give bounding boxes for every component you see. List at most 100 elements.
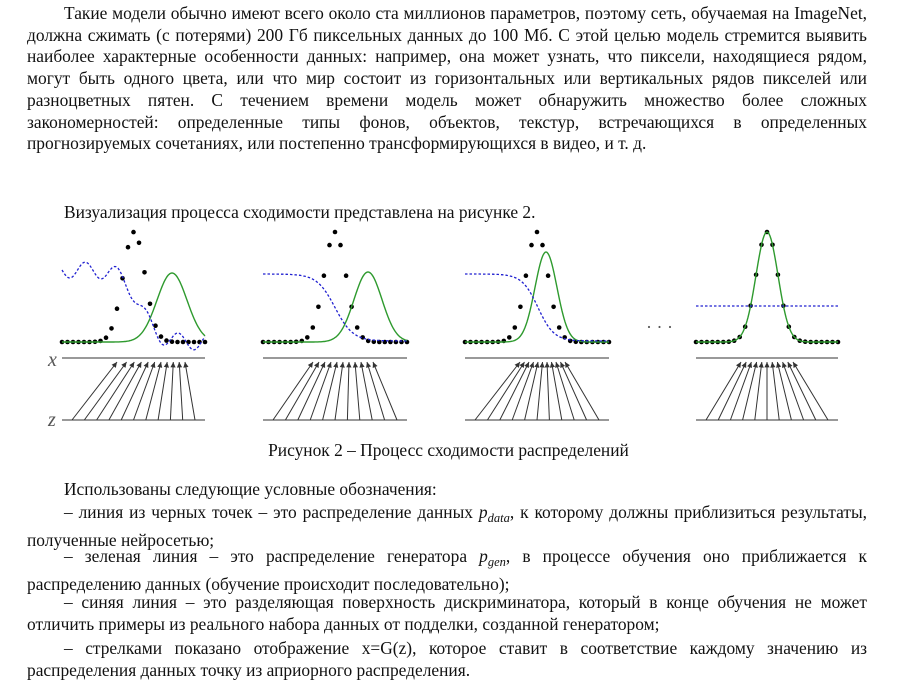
mapping-arrow-p3-9 xyxy=(560,361,588,421)
data-dot-p1-9 xyxy=(109,326,114,331)
data-dot-p3-14 xyxy=(540,242,545,248)
mapping-arrow-p3-5 xyxy=(536,361,543,421)
mapping-arrow-p2-1 xyxy=(284,361,320,421)
data-dot-p1-17 xyxy=(153,323,158,328)
mapping-arrow-p1-9 xyxy=(178,361,184,421)
mapping-arrowhead-p2-5 xyxy=(339,362,345,368)
mapping-arrowhead-p1-6 xyxy=(157,362,163,368)
mapping-arrow-p1-3 xyxy=(108,361,142,421)
mapping-arrowhead-p2-6 xyxy=(346,362,352,368)
data-dot-p2-10 xyxy=(316,304,321,310)
mapping-arrowhead-p4-10 xyxy=(793,362,798,368)
data-dot-p1-19 xyxy=(164,338,169,343)
data-dot-p2-17 xyxy=(354,325,360,330)
mapping-arrow-p1-5 xyxy=(133,361,156,421)
mapping-arrow-p4-3 xyxy=(742,361,758,421)
axis-x-label: x xyxy=(47,349,57,371)
mapping-arrow-p4-1 xyxy=(717,361,747,421)
data-dot-p2-11 xyxy=(321,273,327,278)
mapping-arrow-p1-7 xyxy=(157,361,168,421)
data-dot-p1-18 xyxy=(158,334,164,339)
generator-curve-p2 xyxy=(263,271,408,343)
mapping-arrowhead-p4-6 xyxy=(770,362,776,368)
mapping-arrowhead-p4-1 xyxy=(741,362,747,368)
mapping-arrowhead-p3-0 xyxy=(514,362,520,368)
mapping-arrowhead-p3-2 xyxy=(524,362,529,368)
mapping-arrowhead-p1-0 xyxy=(111,362,117,368)
mapping-arrowhead-p3-4 xyxy=(534,362,540,368)
mapping-arrow-p3-3 xyxy=(511,361,534,421)
mapping-arrowhead-p4-5 xyxy=(764,362,770,368)
mapping-arrow-p2-0 xyxy=(272,361,314,421)
legend-item-data-text-a: – линия из черных точек – это распределе… xyxy=(64,502,479,522)
mapping-arrowhead-p2-10 xyxy=(372,362,378,368)
mapping-arrow-p3-4 xyxy=(524,361,539,421)
p-gen-subscript: gen xyxy=(487,555,506,569)
mapping-arrow-p3-10 xyxy=(564,361,600,421)
mapping-arrow-p4-6 xyxy=(771,361,780,421)
data-dot-p1-24 xyxy=(191,339,197,345)
panels-group xyxy=(59,229,841,421)
mapping-arrowhead-p1-9 xyxy=(176,362,183,368)
mapping-arrowhead-p4-4 xyxy=(758,362,764,368)
mapping-arrow-p1-10 xyxy=(184,361,196,421)
data-dot-p2-8 xyxy=(305,335,310,340)
data-dot-p3-15 xyxy=(545,273,551,278)
mapping-arrowhead-p1-8 xyxy=(170,362,176,368)
discriminator-curve-p2 xyxy=(263,273,407,342)
data-dot-p3-8 xyxy=(507,335,512,340)
data-dot-p3-9 xyxy=(512,325,518,330)
mapping-arrowhead-p4-0 xyxy=(736,362,741,368)
mapping-arrowhead-p4-8 xyxy=(782,362,787,368)
paragraph-legend-intro: Использованы следующие условные обозначе… xyxy=(64,479,437,499)
mapping-arrowhead-p1-10 xyxy=(183,362,189,368)
data-dot-p1-15 xyxy=(142,270,147,275)
mapping-arrow-p3-8 xyxy=(555,361,575,421)
data-dot-p1-10 xyxy=(114,306,120,311)
data-dot-p1-8 xyxy=(103,335,109,340)
data-dot-p1-14 xyxy=(136,240,142,246)
mapping-arrowhead-p4-2 xyxy=(747,362,752,368)
legend-item-discriminator: – синяя линия – это разделяющая поверхно… xyxy=(27,592,867,634)
mapping-arrowhead-p2-1 xyxy=(314,362,319,368)
generator-curve-p1 xyxy=(62,272,206,343)
mapping-arrow-p2-6 xyxy=(346,361,350,421)
ellipsis: · · · xyxy=(646,317,673,337)
mapping-arrow-p2-2 xyxy=(297,361,326,421)
mapping-arrow-p4-10 xyxy=(792,361,829,421)
mapping-arrow-p3-1 xyxy=(486,361,525,421)
mapping-arrow-p4-0 xyxy=(705,361,742,421)
mapping-arrow-p1-1 xyxy=(83,361,128,421)
mapping-arrow-p2-9 xyxy=(366,361,386,421)
mapping-arrow-p2-7 xyxy=(354,361,361,421)
mapping-arrow-p4-4 xyxy=(754,361,763,421)
mapping-arrow-p3-2 xyxy=(499,361,530,421)
mapping-arrowhead-p3-1 xyxy=(519,362,525,368)
data-dot-p2-14 xyxy=(338,242,343,248)
discriminator-curve-p1 xyxy=(61,261,206,351)
mapping-arrow-p4-2 xyxy=(729,361,752,421)
data-dot-p2-15 xyxy=(343,273,349,278)
data-dot-p3-12 xyxy=(529,242,534,248)
generator-curve-p3 xyxy=(465,251,609,343)
data-dot-p1-23 xyxy=(186,339,191,345)
legend-item-arrows: – стрелками показано отображение x=G(z),… xyxy=(27,638,867,680)
mapping-arrowhead-p3-7 xyxy=(549,362,555,368)
axis-z-label: z xyxy=(47,409,56,431)
mapping-arrow-p2-3 xyxy=(309,361,332,421)
data-dot-p1-13 xyxy=(131,229,136,235)
legend-item-generator-text-a: – зеленая линия – это распределение гене… xyxy=(64,546,480,566)
p-gen-symbol: p xyxy=(479,546,488,566)
data-dot-p2-13 xyxy=(332,229,338,235)
data-dot-p1-21 xyxy=(175,339,180,345)
p-data-subscript: data xyxy=(487,511,510,525)
p-data-symbol: p xyxy=(478,502,488,522)
mapping-arrow-p4-8 xyxy=(782,361,805,421)
mapping-arrowhead-p4-3 xyxy=(752,362,758,368)
mapping-arrow-p1-4 xyxy=(120,361,149,421)
convergence-figure: x z · · · xyxy=(47,229,841,431)
data-dot-p2-12 xyxy=(327,242,332,248)
mapping-arrow-p4-7 xyxy=(776,361,792,421)
data-dot-p1-22 xyxy=(180,339,186,345)
mapping-arrowhead-p1-1 xyxy=(121,362,127,368)
